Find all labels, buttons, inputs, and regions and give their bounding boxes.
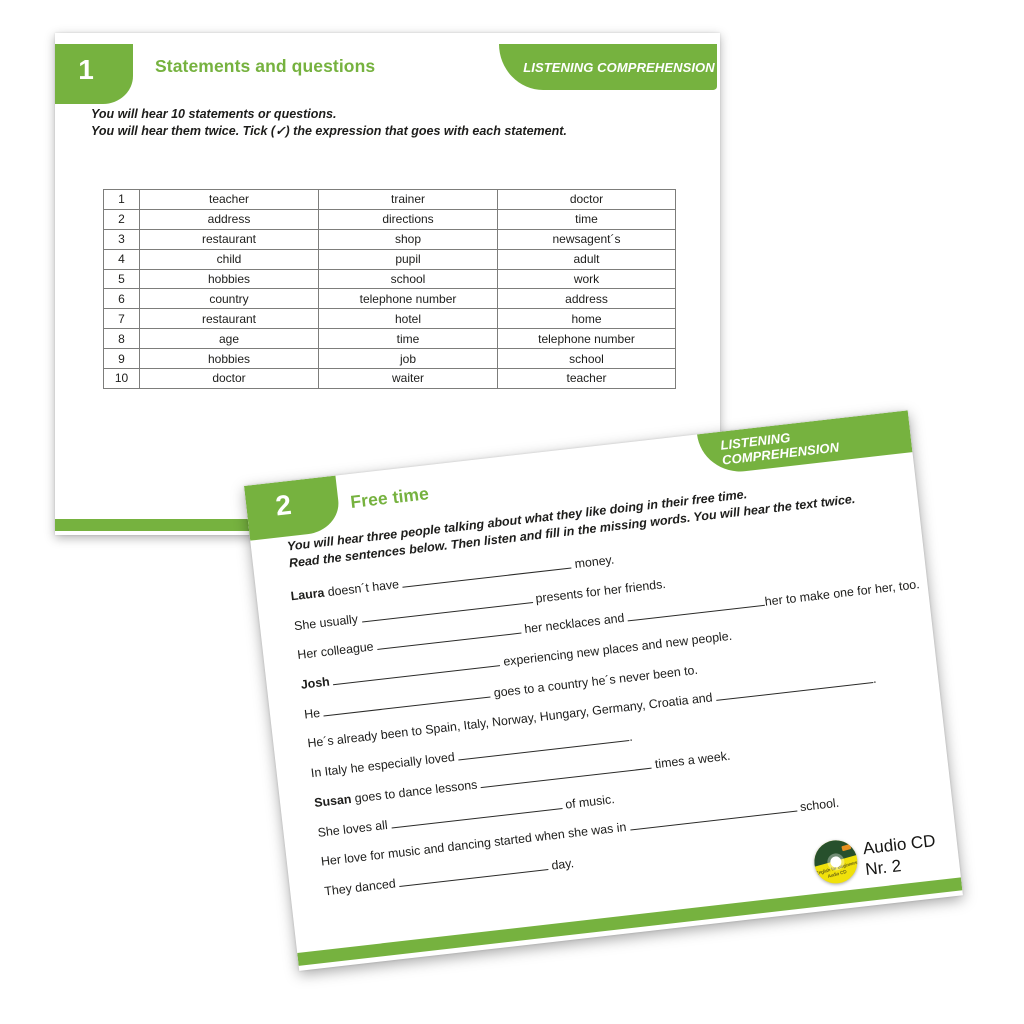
option-cell: newsagent´s bbox=[497, 228, 676, 250]
sentence-text: Her colleague bbox=[296, 639, 378, 663]
table-row: 4 child pupil adult bbox=[103, 248, 676, 270]
worksheet-page-2: 2 LISTENING COMPREHENSION Free time You … bbox=[244, 410, 963, 971]
sentence-text: She usually bbox=[293, 611, 363, 633]
sentence-text: Josh bbox=[300, 674, 331, 692]
row-number-cell: 4 bbox=[103, 248, 140, 270]
option-cell: telephone number bbox=[497, 328, 676, 350]
option-cell: country bbox=[139, 288, 319, 310]
option-cell: address bbox=[139, 208, 319, 230]
option-cell: address bbox=[497, 288, 676, 310]
option-cell: home bbox=[497, 308, 676, 330]
option-cell: trainer bbox=[318, 189, 498, 210]
row-number-cell: 10 bbox=[103, 368, 140, 389]
table-row: 5 hobbies school work bbox=[103, 268, 676, 290]
table-row: 6 country telephone number address bbox=[103, 288, 676, 310]
option-cell: doctor bbox=[139, 368, 319, 389]
option-cell: work bbox=[497, 268, 676, 290]
option-cell: directions bbox=[318, 208, 498, 230]
sentence-text: . bbox=[872, 672, 878, 687]
option-cell: time bbox=[497, 208, 676, 230]
option-cell: hotel bbox=[318, 308, 498, 330]
worksheet-page-1: 1 Statements and questions LISTENING COM… bbox=[55, 33, 720, 535]
row-number-cell: 2 bbox=[103, 208, 140, 230]
page1-number: 1 bbox=[78, 54, 94, 85]
comprehension-options-table: 1 teacher trainer doctor 2 address directions t… bbox=[103, 189, 676, 389]
page1-title: Statements and questions bbox=[155, 55, 376, 76]
option-cell: teacher bbox=[139, 189, 319, 210]
sentence-text: day. bbox=[547, 856, 575, 873]
option-cell: time bbox=[318, 328, 498, 350]
option-cell: restaurant bbox=[139, 308, 319, 330]
option-cell: waiter bbox=[318, 368, 498, 389]
sentence-text: of music. bbox=[561, 791, 616, 812]
row-number-cell: 1 bbox=[103, 189, 140, 210]
table-row: 2 address directions time bbox=[103, 208, 676, 230]
instruction-line: You will hear 10 statements or questions… bbox=[91, 107, 337, 121]
sentence-text: Susan bbox=[313, 791, 353, 810]
row-number-cell: 7 bbox=[103, 308, 140, 330]
option-cell: hobbies bbox=[139, 268, 319, 290]
row-number-cell: 8 bbox=[103, 328, 140, 350]
page2-title: Free time bbox=[349, 482, 430, 512]
option-cell: telephone number bbox=[318, 288, 498, 310]
sentence-text: Laura bbox=[290, 585, 326, 604]
row-number-cell: 6 bbox=[103, 288, 140, 310]
option-cell: shop bbox=[318, 228, 498, 250]
option-cell: age bbox=[139, 328, 319, 350]
option-cell: job bbox=[318, 348, 498, 370]
option-cell: pupil bbox=[318, 248, 498, 270]
option-cell: doctor bbox=[497, 189, 676, 210]
table-row: 7 restaurant hotel home bbox=[103, 308, 676, 330]
option-cell: restaurant bbox=[139, 228, 319, 250]
page1-listening-comprehension-badge: LISTENING COMPREHENSION bbox=[499, 44, 717, 90]
page1-number-tab: 1 bbox=[55, 44, 133, 104]
sentence-text: times a week. bbox=[650, 748, 732, 772]
page1-instructions: You will hear 10 statements or questions… bbox=[91, 106, 567, 139]
audio-cd-text: Audio CD Nr. 2 bbox=[862, 830, 939, 880]
option-cell: teacher bbox=[497, 368, 676, 389]
option-cell: adult bbox=[497, 248, 676, 270]
row-number-cell: 5 bbox=[103, 268, 140, 290]
option-cell: hobbies bbox=[139, 348, 319, 370]
sentence-text: money. bbox=[570, 552, 615, 572]
option-cell: school bbox=[497, 348, 676, 370]
sentence-text: They danced bbox=[323, 875, 400, 899]
table-row: 3 restaurant shop newsagent´s bbox=[103, 228, 676, 250]
audio-cd-icon: English for Beginners Audio CD bbox=[812, 838, 860, 886]
option-cell: child bbox=[139, 248, 319, 270]
table-row: 10 doctor waiter teacher bbox=[103, 368, 676, 389]
sentence-text: . bbox=[628, 729, 634, 745]
table-row: 1 teacher trainer doctor bbox=[103, 189, 676, 210]
sentence-text: her necklaces and bbox=[520, 610, 629, 637]
sentence-text: He bbox=[303, 705, 325, 722]
row-number-cell: 3 bbox=[103, 228, 140, 250]
page2-number: 2 bbox=[273, 488, 293, 521]
table-row: 9 hobbies job school bbox=[103, 348, 676, 370]
sentence-text: school. bbox=[795, 795, 840, 815]
table-row: 8 age time telephone number bbox=[103, 328, 676, 350]
sentence-text: doesn´t have bbox=[323, 576, 404, 600]
page2-listening-comprehension-badge: LISTENING COMPREHENSION bbox=[697, 410, 913, 477]
row-number-cell: 9 bbox=[103, 348, 140, 370]
page2-number-tab: 2 bbox=[244, 475, 342, 541]
sentence-text: She loves all bbox=[316, 817, 392, 840]
option-cell: school bbox=[318, 268, 498, 290]
instruction-line: You will hear them twice. Tick (✓) the e… bbox=[91, 123, 567, 138]
